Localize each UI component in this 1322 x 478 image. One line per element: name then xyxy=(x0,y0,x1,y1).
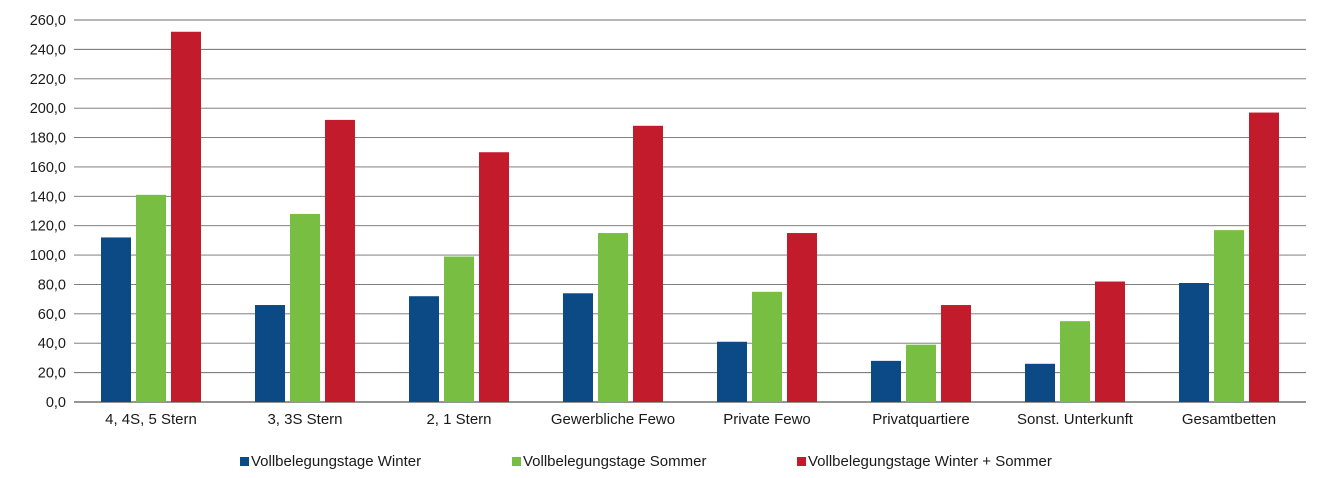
x-axis-ticks: 4, 4S, 5 Stern 3, 3S Stern 2, 1 Stern Gewer… xyxy=(105,411,1276,428)
legend: Vollbelegungstage Winter Vollbelegungstag… xyxy=(240,453,1052,470)
bar-winter xyxy=(717,341,747,402)
legend-label: Vollbelegungstage Winter + Sommer xyxy=(808,453,1052,470)
y-tick-label: 0,0 xyxy=(46,395,66,411)
x-tick-label: Gewerbliche Fewo xyxy=(551,411,675,428)
y-tick-label: 160,0 xyxy=(30,160,66,176)
y-tick-label: 180,0 xyxy=(30,131,66,147)
y-tick-label: 260,0 xyxy=(30,13,66,29)
bars xyxy=(101,31,1279,403)
legend-swatch xyxy=(240,457,249,466)
y-tick-label: 140,0 xyxy=(30,189,66,205)
bar-winter-sommer xyxy=(325,119,355,403)
bar-winter xyxy=(1025,363,1055,402)
bar-winter xyxy=(409,296,439,402)
bar-winter xyxy=(871,360,901,402)
bar-winter xyxy=(255,305,285,402)
bar-winter-sommer xyxy=(171,31,201,402)
bar-sommer xyxy=(290,213,320,402)
y-tick-label: 60,0 xyxy=(38,307,66,323)
x-tick-label: 4, 4S, 5 Stern xyxy=(105,411,197,428)
bar-winter-sommer xyxy=(941,305,971,402)
x-tick-label: 2, 1 Stern xyxy=(426,411,491,428)
x-tick-label: Privatquartiere xyxy=(872,411,970,428)
y-tick-label: 220,0 xyxy=(30,72,66,88)
bar-winter-sommer xyxy=(1249,112,1279,403)
bar-winter-sommer xyxy=(633,125,663,403)
legend-swatch xyxy=(512,457,521,466)
x-tick-label: Private Fewo xyxy=(723,411,811,428)
bar-winter-sommer xyxy=(479,152,509,402)
legend-swatch xyxy=(797,457,806,466)
y-tick-label: 80,0 xyxy=(38,277,66,293)
bar-winter-sommer xyxy=(787,233,817,402)
bar-sommer xyxy=(752,291,782,402)
bar-winter xyxy=(1179,282,1209,402)
x-tick-label: Sonst. Unterkunft xyxy=(1017,411,1134,428)
x-tick-label: 3, 3S Stern xyxy=(267,411,342,428)
bar-sommer xyxy=(1060,321,1090,402)
y-tick-label: 240,0 xyxy=(30,42,66,58)
bar-winter xyxy=(101,237,131,402)
bar-sommer xyxy=(906,344,936,402)
y-tick-label: 100,0 xyxy=(30,248,66,264)
legend-label: Vollbelegungstage Sommer xyxy=(523,453,706,470)
y-axis-ticks: 0,0 20,0 40,0 60,0 80,0 100,0 120,0 140,0 160,0 1… xyxy=(30,13,66,411)
bar-winter-sommer xyxy=(1095,281,1125,402)
bar-sommer xyxy=(444,256,474,402)
y-tick-label: 40,0 xyxy=(38,336,66,352)
bar-sommer xyxy=(1214,230,1244,402)
gridlines xyxy=(74,19,1306,403)
bar-winter xyxy=(563,293,593,402)
legend-label: Vollbelegungstage Winter xyxy=(251,453,421,470)
bar-sommer xyxy=(136,194,166,402)
bar-sommer xyxy=(598,233,628,402)
y-tick-label: 200,0 xyxy=(30,101,66,117)
x-tick-label: Gesamtbetten xyxy=(1182,411,1276,428)
y-tick-label: 20,0 xyxy=(38,366,66,382)
y-tick-label: 120,0 xyxy=(30,219,66,235)
